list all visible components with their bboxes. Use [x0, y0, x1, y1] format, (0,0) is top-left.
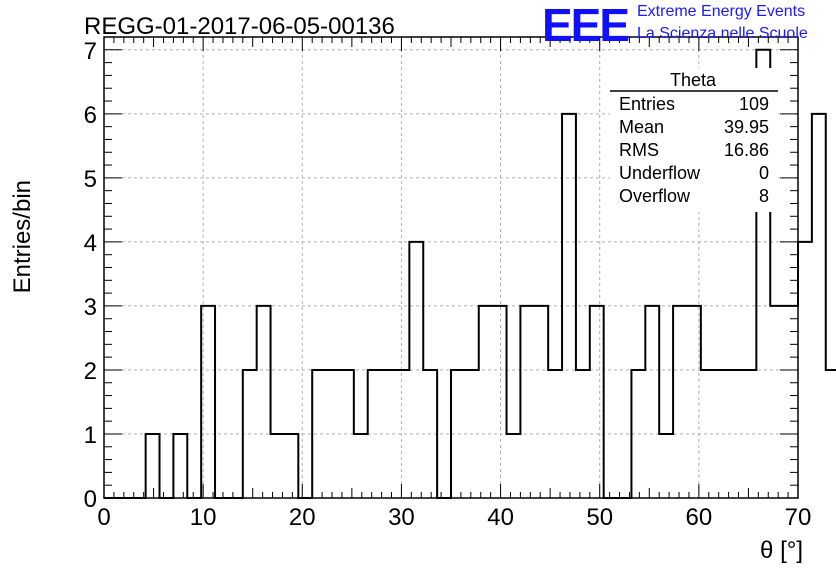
histogram-bin [520, 306, 534, 498]
histogram-bin [493, 306, 507, 498]
chart-title: REGG-01-2017-06-05-00136 [84, 13, 395, 40]
logo-line-1: Extreme Energy Events [637, 3, 806, 20]
histogram-bin [534, 306, 548, 498]
histogram-bin [729, 370, 743, 498]
histogram-bin [645, 306, 659, 498]
x-tick-label: 0 [97, 504, 110, 531]
stats-value: 16.86 [724, 140, 769, 160]
logo-line-2: La Scienza nelle Scuole [637, 25, 808, 42]
x-tick-label: 10 [190, 504, 217, 531]
histogram-bin [451, 370, 465, 498]
histogram-bin [284, 434, 298, 498]
y-tick-label: 6 [84, 102, 97, 129]
histogram-bin [312, 370, 326, 498]
stats-label: Underflow [619, 163, 701, 183]
x-tick-label: 30 [388, 504, 415, 531]
stats-value: 109 [739, 94, 769, 114]
histogram-bin [590, 306, 604, 498]
histogram-bin [798, 242, 812, 498]
histogram-bin [146, 434, 160, 498]
histogram-bin [812, 114, 826, 498]
y-tick-label: 7 [84, 38, 97, 65]
histogram-bin [770, 306, 784, 498]
y-tick-label: 1 [84, 422, 97, 449]
eee-logo: EEE [542, 0, 630, 51]
histogram-bin [409, 242, 423, 498]
histogram-bin [173, 434, 187, 498]
x-axis-label: θ [°] [760, 537, 803, 564]
histogram-bin [673, 306, 687, 498]
histogram-bin [715, 370, 729, 498]
histogram-bin [548, 370, 562, 498]
histogram-bin [826, 370, 836, 498]
stats-label: Entries [619, 94, 675, 114]
histogram-bin [479, 306, 493, 498]
histogram-bin [382, 370, 396, 498]
y-tick-label: 0 [84, 486, 97, 513]
histogram-bin [687, 306, 701, 498]
y-tick-label: 2 [84, 358, 97, 385]
histogram-bin [340, 370, 354, 498]
x-tick-label: 40 [487, 504, 514, 531]
stats-box-title: Theta [670, 70, 717, 90]
histogram-bin [784, 306, 798, 498]
stats-value: 0 [759, 163, 769, 183]
grid-lines [104, 37, 798, 498]
x-tick-label: 20 [289, 504, 316, 531]
histogram-bin [465, 370, 479, 498]
histogram-bin [368, 370, 382, 498]
y-axis-label: Entries/bin [9, 180, 36, 293]
histogram-bin [243, 370, 257, 498]
y-tick-label: 5 [84, 166, 97, 193]
histogram-bin [576, 370, 590, 498]
y-tick-label: 3 [84, 294, 97, 321]
histogram-bin [507, 434, 521, 498]
histogram-bin [395, 370, 409, 498]
stats-value: 39.95 [724, 117, 769, 137]
stats-label: Overflow [619, 186, 691, 206]
stats-value: 8 [759, 186, 769, 206]
histogram-bin [423, 370, 437, 498]
axes [103, 36, 799, 499]
histogram-bin [271, 434, 285, 498]
x-tick-label: 50 [586, 504, 613, 531]
histogram-bin [257, 306, 271, 498]
x-tick-label: 70 [785, 504, 812, 531]
stats-label: RMS [619, 140, 659, 160]
histogram-bin [354, 434, 368, 498]
y-tick-label: 4 [84, 230, 97, 257]
histogram-bin [631, 370, 645, 498]
histogram-bin [201, 306, 215, 498]
tick-labels: 0 10 20 30 40 50 60 70 0 1 2 3 4 5 6 7 [84, 38, 812, 531]
histogram-bin [701, 370, 715, 498]
histogram-bin [562, 114, 576, 498]
histogram-bin [659, 434, 673, 498]
histogram-bin [742, 370, 756, 498]
histogram-bin [326, 370, 340, 498]
stats-label: Mean [619, 117, 664, 137]
x-tick-label: 60 [686, 504, 713, 531]
stats-box: Theta Entries 109 Mean 39.95 RMS 16.86 Underfl… [610, 68, 778, 212]
